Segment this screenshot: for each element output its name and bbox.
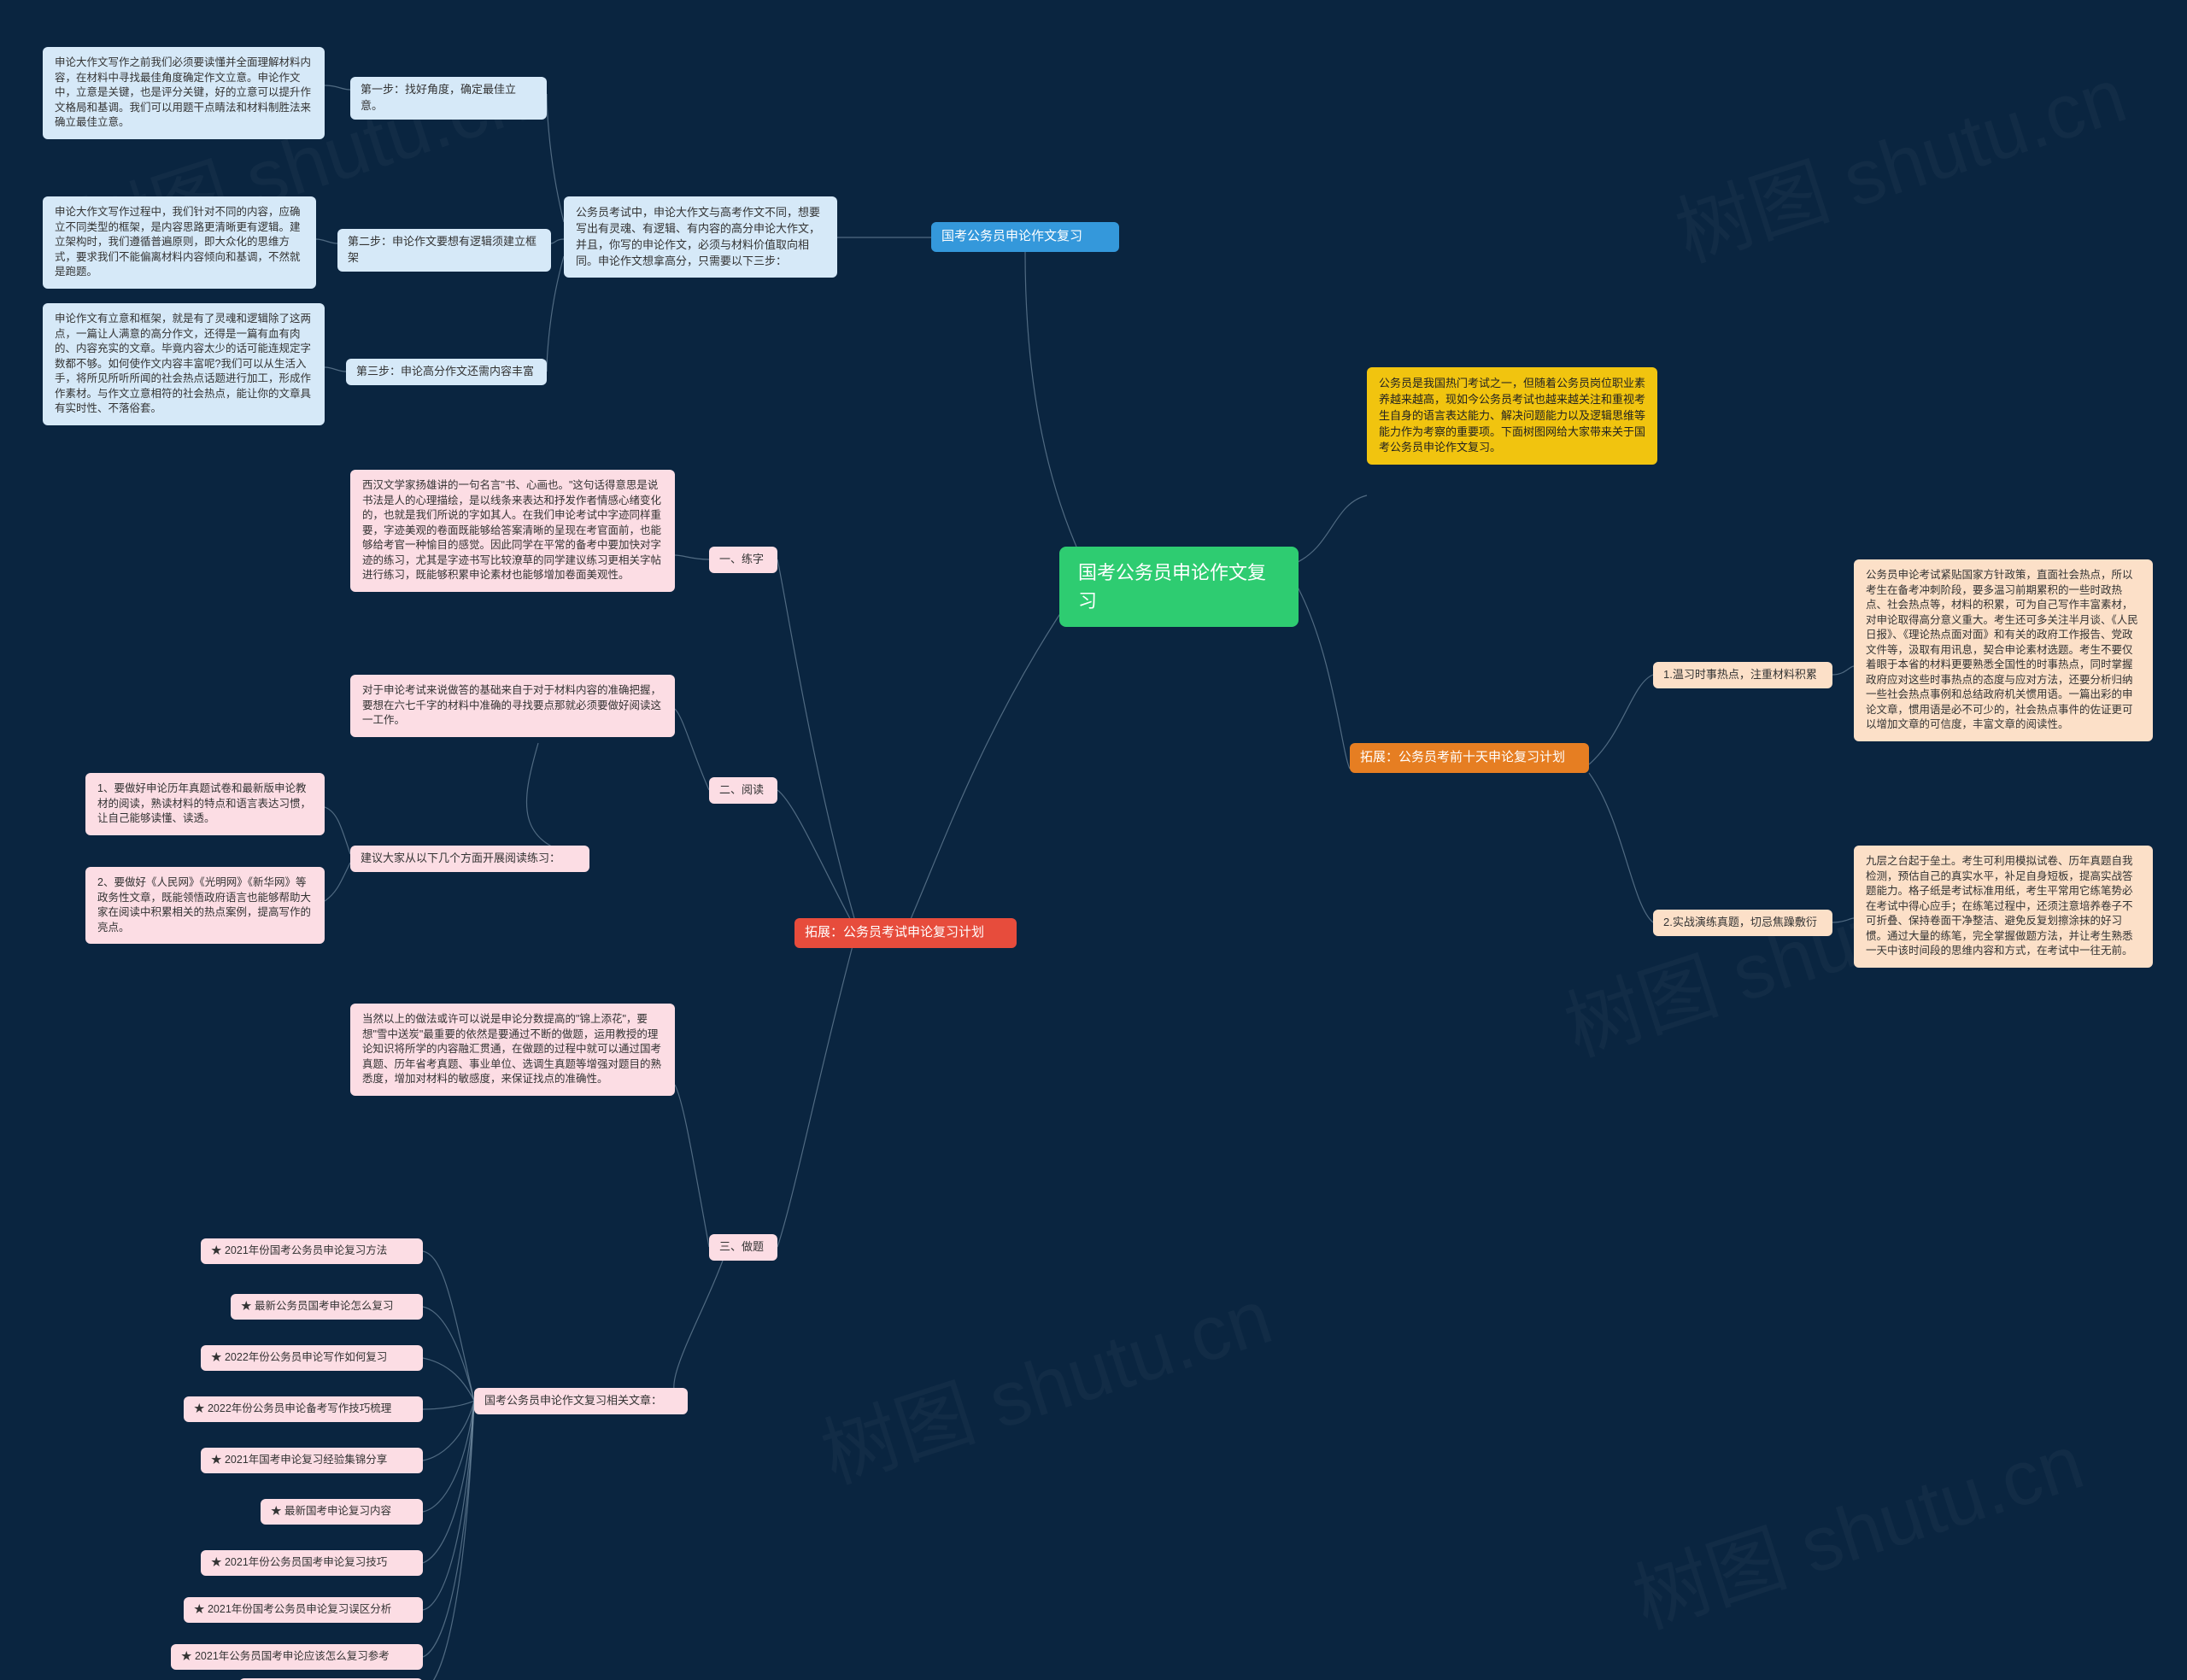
related-link-1[interactable]: ★ 2021年份国考公务员申论复习方法 — [201, 1238, 423, 1264]
related-title: 国考公务员申论作文复习相关文章： — [474, 1388, 688, 1414]
exam-section-1-detail: 西汉文学家扬雄讲的一句名言"书、心画也。"这句话得意思是说书法是人的心理描绘，是… — [350, 470, 675, 592]
exam-section-3-title: 三、做题 — [709, 1234, 777, 1261]
exam-section-2-sub-item-2: 2、要做好《人民网》《光明网》《新华网》等政务性文章，既能领悟政府语言也能够帮助… — [85, 867, 325, 944]
exam-plan-node: 拓展：公务员考试申论复习计划 — [794, 918, 1017, 948]
exam-section-2-detail: 对于申论考试来说做答的基础来自于对于材料内容的准确把握，要想在六七千字的材料中准… — [350, 675, 675, 737]
ten-day-item-1-title: 1.温习时事热点，注重材料积累 — [1653, 662, 1832, 688]
exam-section-2-sub-title: 建议大家从以下几个方面开展阅读练习： — [350, 846, 589, 872]
ten-day-item-2-detail: 九层之台起于垒土。考生可利用模拟试卷、历年真题自我检测，预估自己的真实水平，补足… — [1854, 846, 2153, 968]
watermark: 树图 shutu.cn — [1660, 33, 2137, 283]
edge-layer — [0, 0, 2187, 1680]
related-link-2[interactable]: ★ 最新公务员国考申论怎么复习 — [231, 1294, 423, 1320]
essay-review-node: 国考公务员申论作文复习 — [931, 222, 1119, 252]
center-node: 国考公务员申论作文复习 — [1059, 547, 1299, 627]
exam-section-2-title: 二、阅读 — [709, 777, 777, 804]
exam-section-3-detail: 当然以上的做法或许可以说是申论分数提高的"锦上添花"，要想"雪中送炭"最重要的依… — [350, 1004, 675, 1096]
intro-box: 公务员是我国热门考试之一，但随着公务员岗位职业素养越来越高，现如今公务员考试也越… — [1367, 367, 1657, 465]
essay-step-1-detail: 申论大作文写作之前我们必须要读懂并全面理解材料内容，在材料中寻找最佳角度确定作文… — [43, 47, 325, 139]
essay-step-2-detail: 申论大作文写作过程中，我们针对不同的内容，应确立不同类型的框架，是内容思路更清晰… — [43, 196, 316, 289]
essay-step-3-detail: 申论作文有立意和框架，就是有了灵魂和逻辑除了这两点，一篇让人满意的高分作文，还得… — [43, 303, 325, 425]
essay-step-1-title: 第一步：找好角度，确定最佳立意。 — [350, 77, 547, 120]
watermark: 树图 shutu.cn — [806, 1255, 1283, 1504]
related-link-3[interactable]: ★ 2022年份公务员申论写作如何复习 — [201, 1345, 423, 1371]
related-link-9[interactable]: ★ 2021年公务员国考申论应该怎么复习参考 — [171, 1644, 423, 1670]
related-link-7[interactable]: ★ 2021年份公务员国考申论复习技巧 — [201, 1550, 423, 1576]
ten-day-item-2-title: 2.实战演练真题，切忌焦躁敷衍 — [1653, 910, 1832, 936]
essay-step-3-title: 第三步：申论高分作文还需内容丰富 — [346, 359, 547, 385]
watermark: 树图 shutu.cn — [1617, 1400, 2095, 1649]
related-link-5[interactable]: ★ 2021年国考申论复习经验集锦分享 — [201, 1448, 423, 1473]
ten-day-plan-node: 拓展：公务员考前十天申论复习计划 — [1350, 743, 1589, 773]
related-link-4[interactable]: ★ 2022年份公务员申论备考写作技巧梳理 — [184, 1396, 423, 1422]
related-link-6[interactable]: ★ 最新国考申论复习内容 — [261, 1499, 423, 1525]
ten-day-item-1-detail: 公务员申论考试紧贴国家方针政策，直面社会热点，所以考生在备考冲刺阶段，要多温习前… — [1854, 559, 2153, 741]
essay-step-2-title: 第二步：申论作文要想有逻辑须建立框架 — [337, 229, 551, 272]
exam-section-2-sub-item-1: 1、要做好申论历年真题试卷和最新版申论教材的阅读，熟读材料的特点和语言表达习惯，… — [85, 773, 325, 835]
essay-review-desc: 公务员考试中，申论大作文与高考作文不同，想要写出有灵魂、有逻辑、有内容的高分申论… — [564, 196, 837, 278]
exam-section-1-title: 一、练字 — [709, 547, 777, 573]
related-link-8[interactable]: ★ 2021年份国考公务员申论复习误区分析 — [184, 1597, 423, 1623]
